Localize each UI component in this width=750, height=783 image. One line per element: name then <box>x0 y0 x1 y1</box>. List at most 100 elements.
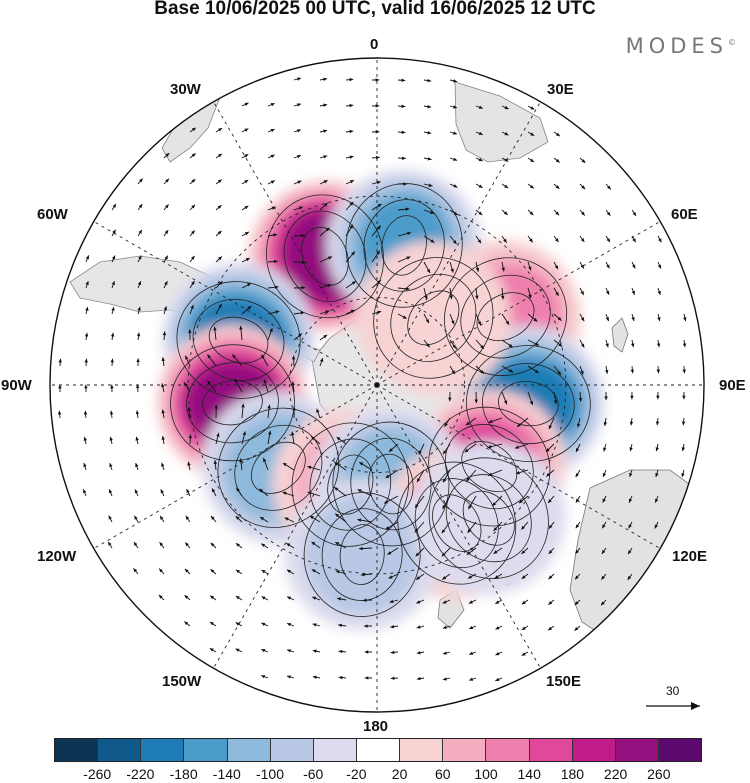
wind-vector-head <box>515 445 520 449</box>
wind-vector-head <box>451 370 455 375</box>
wind-vector-head <box>385 474 390 478</box>
wind-vector-head <box>244 231 249 236</box>
wind-vector-head <box>452 344 456 349</box>
wind-vector-head <box>628 524 632 529</box>
wind-vector-head <box>444 422 448 427</box>
wind-vector-head <box>291 355 296 360</box>
wind-vector-head <box>217 179 222 184</box>
wind-vector-head <box>269 328 273 333</box>
lon-label-180: 180 <box>363 718 389 735</box>
contour-line <box>428 406 551 527</box>
wind-vector-head <box>214 404 218 409</box>
wind-vector-head <box>501 295 505 300</box>
wind-vector-head <box>548 425 553 430</box>
wind-vector-head <box>273 233 277 237</box>
wind-vector-head <box>213 326 217 331</box>
contour-line <box>176 281 301 399</box>
wind-vector-head <box>580 343 585 348</box>
wind-vector-head <box>270 103 275 107</box>
wind-vector-head <box>630 395 634 400</box>
wind-vector-head <box>467 575 472 579</box>
wind-vector-head <box>442 677 447 681</box>
wind-vector-head <box>312 623 317 627</box>
colorbar <box>54 738 702 762</box>
wind-vector-head <box>545 448 550 452</box>
wind-vector-head <box>338 649 343 654</box>
wind-vector-head <box>681 421 686 426</box>
wind-vector-head <box>605 343 609 348</box>
wind-vector-head <box>681 473 685 477</box>
wind-vector-head <box>519 499 523 504</box>
wind-vectors <box>57 77 687 682</box>
wind-vector-head <box>424 295 428 300</box>
wind-vector-head <box>390 650 395 655</box>
contour-line <box>476 292 535 342</box>
wind-vector-head <box>375 104 380 108</box>
wind-vector-head <box>349 77 354 82</box>
wind-vector-head <box>162 331 167 336</box>
contour-line <box>303 492 421 617</box>
wind-vector-head <box>605 369 609 374</box>
meridian-line <box>376 384 541 669</box>
wind-vector-head <box>415 504 419 508</box>
wind-vector-head <box>282 462 287 467</box>
wind-vector-head <box>109 410 114 415</box>
wind-vector-head <box>287 649 292 653</box>
colorbar-swatch <box>529 739 573 761</box>
wind-vector-head <box>235 569 240 574</box>
wind-vector-head <box>505 320 510 325</box>
wind-vector-head <box>270 154 275 158</box>
wind-vector-head <box>530 132 535 136</box>
wind-vector-head <box>388 575 393 579</box>
wind-vector-head <box>234 378 239 383</box>
wind-vector-head <box>576 423 581 428</box>
wind-vector-head <box>492 502 497 507</box>
wind-vector-head <box>291 381 295 386</box>
wind-vector-head <box>495 626 500 630</box>
wind-vector-head <box>245 258 250 262</box>
wind-vector-head <box>161 409 165 414</box>
wind-vector-head <box>377 225 381 230</box>
wind-vector-head <box>112 203 116 208</box>
wind-vector-head <box>312 649 317 653</box>
wind-vector-head <box>187 461 191 466</box>
contour-line <box>368 453 414 515</box>
wind-vector-head <box>442 600 447 604</box>
wind-vector-head <box>164 255 168 260</box>
wind-vector-head <box>682 369 686 374</box>
wind-vector-head <box>218 128 223 132</box>
wind-vector-head <box>335 542 340 546</box>
wind-vector-head <box>191 204 196 209</box>
wind-vector-head <box>311 541 316 546</box>
wind-vector-head <box>165 153 170 157</box>
wind-vector-head <box>375 78 380 82</box>
wind-vector-head <box>495 677 500 682</box>
contour-line <box>407 290 460 346</box>
wind-vector-head <box>580 370 584 375</box>
wind-vector-head <box>161 462 165 467</box>
wind-vector-head <box>575 498 580 503</box>
wind-vector-head <box>628 550 632 555</box>
wind-vector-head <box>682 395 686 400</box>
brand-logo: MODES© <box>626 34 736 58</box>
wind-vector-head <box>581 211 585 216</box>
wind-vector-head <box>135 384 140 389</box>
wind-vector-head <box>135 463 139 468</box>
wind-vector-head <box>349 103 354 108</box>
wind-vector-head <box>275 310 280 314</box>
africa-landmass <box>454 81 549 163</box>
wind-vector-head <box>605 290 610 295</box>
brand-name: MODES <box>625 34 728 58</box>
wind-vector-head <box>478 157 483 162</box>
wind-vector-head <box>474 399 478 404</box>
wind-vector-head <box>111 306 115 311</box>
wind-vector-head <box>631 317 635 322</box>
wind-vector-head <box>401 104 406 109</box>
wind-vector-head <box>85 306 89 311</box>
wind-vector-head <box>475 267 480 272</box>
wind-vector-head <box>110 384 114 389</box>
wind-vector-head <box>390 624 395 629</box>
wind-vector-head <box>401 78 406 82</box>
wind-vector-head <box>529 238 533 243</box>
wind-vector-head <box>83 410 88 415</box>
